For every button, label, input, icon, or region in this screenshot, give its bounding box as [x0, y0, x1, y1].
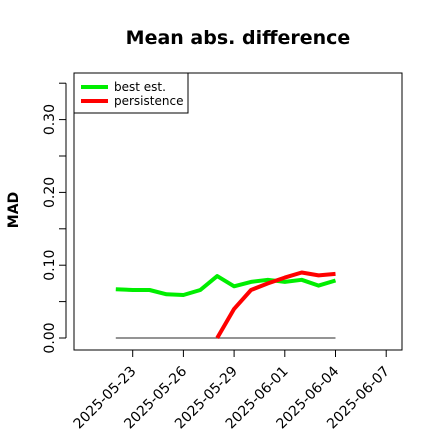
series-layer	[115, 270, 337, 340]
legend-label-0: best est.	[114, 80, 166, 94]
y-tick-label: 0.00	[42, 322, 58, 353]
y-tick-label: 0.10	[42, 250, 58, 281]
x-axis: 2025-05-232025-05-262025-05-292025-06-01…	[71, 349, 393, 432]
plot-frame	[73, 72, 403, 351]
y-axis: 0.00 0.10 0.20 0.30	[42, 82, 67, 354]
y-tick-label: 0.20	[42, 177, 58, 208]
legend-box	[73, 72, 189, 114]
y-tick-label: 0.30	[42, 104, 58, 135]
chart-title: Mean abs. difference	[126, 27, 351, 49]
legend-label-1: persistence	[114, 94, 183, 108]
series-line-0	[115, 274, 337, 297]
legend: best est.persistence	[73, 72, 189, 114]
y-axis-label: MAD	[6, 192, 22, 228]
series-line-1	[215, 270, 336, 340]
